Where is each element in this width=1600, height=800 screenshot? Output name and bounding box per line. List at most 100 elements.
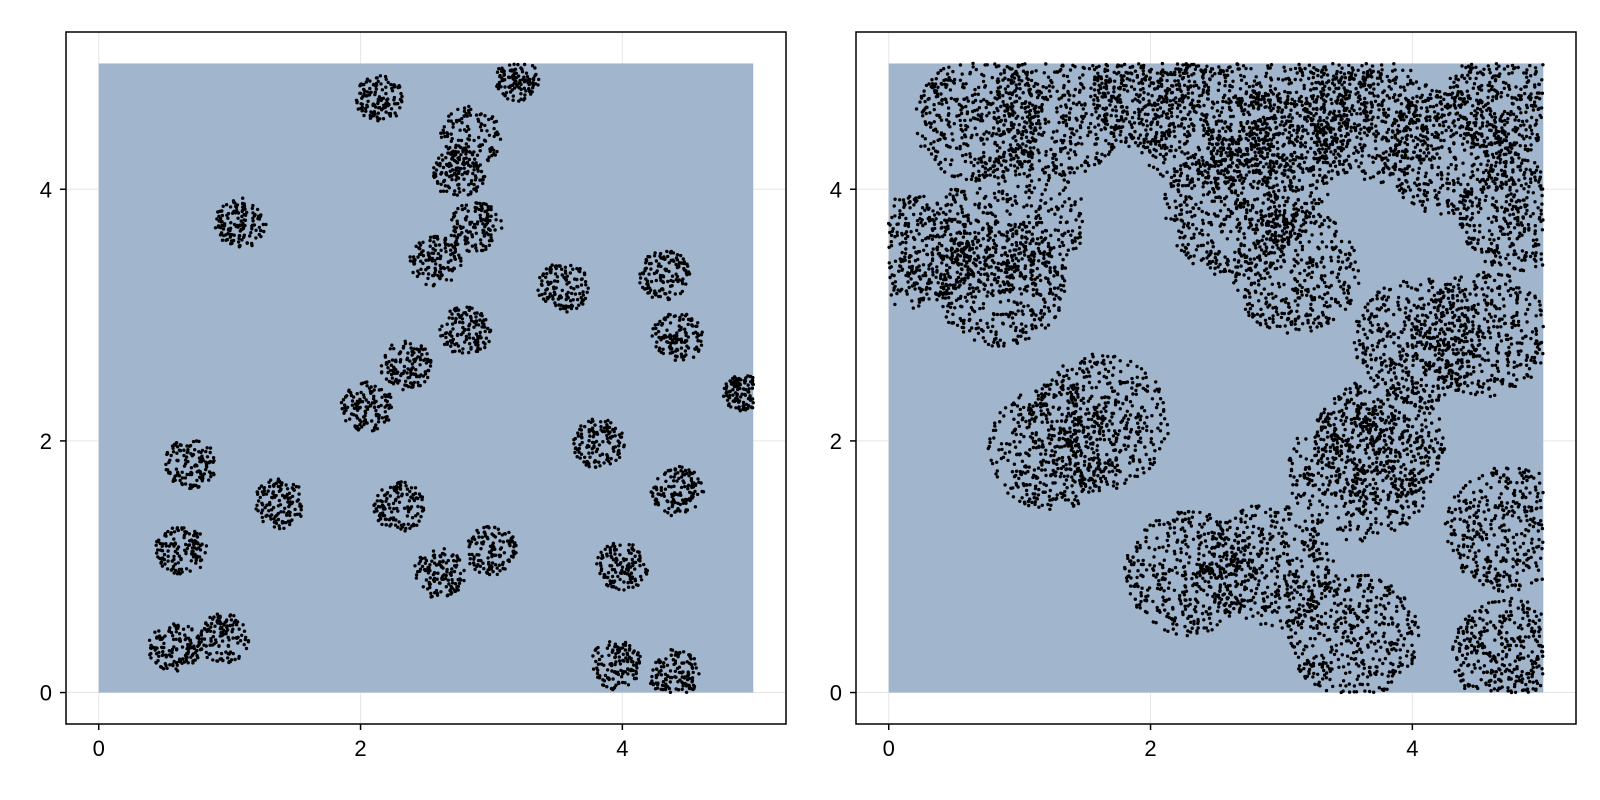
scatter-point xyxy=(1003,245,1007,250)
scatter-point xyxy=(200,456,205,461)
scatter-point xyxy=(750,378,755,382)
scatter-point xyxy=(677,318,682,322)
scatter-point xyxy=(290,494,295,499)
scatter-point xyxy=(1075,129,1079,133)
scatter-point xyxy=(195,478,199,483)
scatter-point xyxy=(261,519,265,524)
scatter-point xyxy=(1001,140,1005,144)
scatter-point xyxy=(560,273,564,277)
scatter-point xyxy=(962,86,966,90)
scatter-point xyxy=(250,227,254,231)
scatter-point xyxy=(473,340,477,344)
scatter-point xyxy=(612,579,617,583)
scatter-point xyxy=(1055,89,1059,94)
scatter-point xyxy=(441,574,445,578)
scatter-point xyxy=(446,119,451,123)
scatter-point xyxy=(1024,330,1028,335)
scatter-point xyxy=(189,466,194,470)
scatter-point xyxy=(967,312,972,316)
scatter-point xyxy=(383,507,387,511)
scatter-point xyxy=(234,623,239,627)
scatter-point xyxy=(199,558,204,562)
scatter-point xyxy=(1032,281,1036,285)
scatter-point xyxy=(1046,323,1051,327)
scatter-point xyxy=(452,266,456,271)
scatter-point xyxy=(192,543,196,547)
scatter-point xyxy=(432,166,436,170)
scatter-point xyxy=(1061,120,1066,125)
scatter-point xyxy=(611,427,615,432)
scatter-point xyxy=(926,147,931,152)
scatter-point xyxy=(1010,242,1014,247)
scatter-point xyxy=(237,656,241,660)
scatter-point xyxy=(258,495,262,500)
scatter-point xyxy=(483,114,487,118)
scatter-point xyxy=(459,259,463,263)
scatter-point xyxy=(1092,162,1097,167)
scatter-point xyxy=(475,311,479,315)
scatter-point xyxy=(633,567,637,571)
scatter-point xyxy=(673,468,677,472)
scatter-point xyxy=(468,113,473,118)
scatter-point xyxy=(995,159,999,163)
scatter-point xyxy=(1017,247,1021,251)
scatter-point xyxy=(1014,139,1018,143)
scatter-point xyxy=(995,149,1000,153)
scatter-point xyxy=(405,356,410,360)
scatter-point xyxy=(728,389,732,393)
scatter-point xyxy=(637,660,642,664)
scatter-point xyxy=(1027,196,1031,200)
scatter-point xyxy=(428,244,432,248)
scatter-point xyxy=(361,94,365,99)
scatter-point xyxy=(989,90,993,95)
scatter-point xyxy=(996,91,1001,95)
scatter-point xyxy=(239,219,243,223)
scatter-point xyxy=(475,249,479,253)
scatter-point xyxy=(610,568,615,572)
scatter-point xyxy=(172,554,176,559)
scatter-point xyxy=(1077,214,1081,218)
scatter-point xyxy=(599,550,603,554)
scatter-point xyxy=(594,659,598,664)
scatter-point xyxy=(503,78,507,82)
scatter-point xyxy=(631,651,635,655)
scatter-point xyxy=(952,198,957,202)
scatter-point xyxy=(237,234,241,238)
scatter-point xyxy=(171,446,175,450)
scatter-point xyxy=(523,93,527,97)
scatter-point xyxy=(221,227,226,231)
scatter-point xyxy=(438,256,442,261)
scatter-point xyxy=(445,131,449,135)
scatter-point xyxy=(385,362,389,366)
scatter-point xyxy=(444,585,448,589)
scatter-point xyxy=(183,482,188,486)
scatter-point xyxy=(691,355,696,359)
scatter-point xyxy=(485,129,489,133)
scatter-point xyxy=(664,684,668,688)
scatter-point xyxy=(954,146,959,150)
scatter-point xyxy=(1008,152,1012,157)
scatter-point xyxy=(229,242,233,246)
scatter-point xyxy=(1037,119,1041,123)
scatter-point xyxy=(440,170,444,175)
scatter-point xyxy=(468,164,473,168)
scatter-point xyxy=(197,643,201,647)
scatter-point xyxy=(347,388,351,392)
scatter-point xyxy=(390,510,394,514)
scatter-point xyxy=(489,236,493,240)
scatter-point xyxy=(668,313,672,317)
scatter-point xyxy=(412,523,416,528)
scatter-point xyxy=(548,281,552,285)
scatter-point xyxy=(1018,87,1022,91)
scatter-point xyxy=(1054,293,1058,298)
scatter-point xyxy=(154,652,159,656)
scatter-point xyxy=(963,159,968,164)
scatter-point xyxy=(385,496,389,501)
scatter-point xyxy=(1073,87,1078,92)
scatter-point xyxy=(459,263,463,268)
scatter-point xyxy=(1005,288,1009,292)
scatter-point xyxy=(1010,102,1014,106)
scatter-point xyxy=(447,186,451,190)
scatter-point xyxy=(188,569,192,573)
scatter-point xyxy=(376,101,380,106)
